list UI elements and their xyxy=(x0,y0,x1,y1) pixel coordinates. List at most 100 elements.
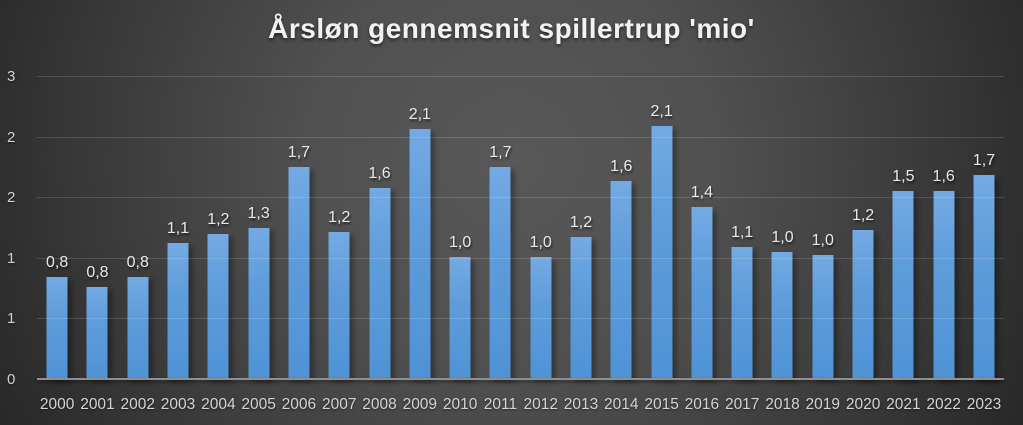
x-axis-label: 2021 xyxy=(886,396,921,413)
x-axis-label: 2023 xyxy=(966,396,1002,413)
bar-slot: 2,1 2015 xyxy=(641,77,681,413)
x-axis-label: 2019 xyxy=(805,396,841,413)
bar-value-label: 1,6 xyxy=(932,168,955,186)
bar-2009 xyxy=(409,129,431,379)
bar-value-label: 1,6 xyxy=(368,164,391,182)
bar-2011 xyxy=(489,166,511,379)
x-axis-label: 2016 xyxy=(684,396,720,413)
bar-slot: 0,8 2000 xyxy=(37,77,77,413)
bar-2015 xyxy=(651,125,673,379)
bar-value-label: 0,8 xyxy=(46,254,69,272)
bar-2005 xyxy=(248,227,270,379)
bar-slot: 1,3 2005 xyxy=(238,77,278,414)
bar-slot: 1,2 2004 xyxy=(198,77,238,413)
x-axis-label: 2010 xyxy=(442,396,478,413)
bar-value-label: 1,0 xyxy=(771,228,794,246)
gridline xyxy=(37,197,1004,199)
bar-2019 xyxy=(812,255,834,379)
bar-value-label: 1,7 xyxy=(489,143,512,161)
plot-area: 0,8 2000 0,8 2001 0,8 2002 1,1 2003 1,2 2004 1,3 20… xyxy=(37,76,1004,414)
bar-2016 xyxy=(691,206,713,379)
y-axis-tick-label: 1 xyxy=(7,310,16,328)
bar-slot: 1,0 2018 xyxy=(762,77,802,413)
bar-value-label: 0,8 xyxy=(86,263,109,281)
bar-slot: 1,6 2022 xyxy=(924,77,964,413)
bar-value-label: 1,2 xyxy=(569,214,593,232)
y-axis-tick-label: 2 xyxy=(7,128,16,146)
bar-slot: 1,2 2020 xyxy=(843,77,883,413)
y-axis-tick-label: 1 xyxy=(7,249,16,267)
bar-2001 xyxy=(86,286,108,379)
bar-value-label: 1,1 xyxy=(166,220,190,238)
x-axis-label: 2020 xyxy=(845,396,881,413)
bar-slot: 1,7 2023 xyxy=(964,77,1004,413)
bar-value-label: 1,0 xyxy=(529,233,552,251)
bar-2007 xyxy=(328,232,350,379)
gridline xyxy=(37,136,1004,138)
bar-slot: 1,2 2007 xyxy=(319,77,359,413)
x-axis-label: 2001 xyxy=(80,396,115,413)
bar-value-label: 1,1 xyxy=(731,223,754,241)
bar-value-label: 1,7 xyxy=(972,152,996,170)
bar-2002 xyxy=(127,277,149,379)
bar-value-label: 1,4 xyxy=(690,183,714,201)
bar-slot: 1,7 2011 xyxy=(480,77,520,413)
bar-2023 xyxy=(973,175,995,379)
x-axis-label: 2000 xyxy=(39,396,75,413)
bar-2003 xyxy=(167,243,189,379)
bar-slot: 1,1 2003 xyxy=(158,77,198,413)
bar-2012 xyxy=(530,256,552,379)
bar-2017 xyxy=(731,246,753,379)
bar-value-label: 2,1 xyxy=(650,102,673,120)
gridline xyxy=(37,318,1004,320)
y-axis-tick-label: 3 xyxy=(7,68,16,85)
bar-2020 xyxy=(852,229,874,379)
x-axis-label: 2013 xyxy=(563,396,599,413)
x-axis-label: 2009 xyxy=(402,396,438,413)
gridline xyxy=(37,76,1004,77)
bar-value-label: 1,0 xyxy=(448,233,472,251)
x-axis-label: 2005 xyxy=(241,396,276,413)
bar-value-label: 1,2 xyxy=(207,210,230,228)
bar-slot: 0,8 2002 xyxy=(118,77,158,413)
gridline xyxy=(37,257,1004,259)
x-axis-label: 2002 xyxy=(120,396,155,413)
bar-2006 xyxy=(288,166,310,379)
bar-slot: 2,1 2009 xyxy=(400,77,440,413)
bar-2000 xyxy=(46,277,68,379)
x-axis-label: 2008 xyxy=(362,396,397,413)
x-axis-label: 2018 xyxy=(765,396,800,413)
bar-2008 xyxy=(369,187,391,379)
bar-2021 xyxy=(892,191,914,379)
bar-value-label: 1,2 xyxy=(851,206,875,224)
bar-2018 xyxy=(771,251,793,379)
bar-slot: 1,6 2014 xyxy=(601,77,641,413)
bar-value-label: 1,6 xyxy=(610,158,633,176)
x-axis-baseline xyxy=(37,378,1004,380)
bar-slot: 1,0 2010 xyxy=(440,77,480,413)
x-axis-label: 2015 xyxy=(644,396,679,413)
bar-2014 xyxy=(610,181,632,379)
bar-slot: 0,8 2001 xyxy=(77,77,117,413)
x-axis-label: 2011 xyxy=(483,396,518,413)
bar-value-label: 2,1 xyxy=(408,106,431,124)
bar-value-label: 1,0 xyxy=(811,232,834,250)
bar-slot: 1,1 2017 xyxy=(722,77,762,413)
y-axis-tick-label: 2 xyxy=(7,189,16,207)
bar-slot: 1,5 2021 xyxy=(883,77,923,413)
bars-container: 0,8 2000 0,8 2001 0,8 2002 1,1 2003 1,2 2004 1,3 20… xyxy=(37,77,1004,414)
chart-title: Årsløn gennemsnit spillertrup 'mio' xyxy=(268,13,755,44)
x-axis-label: 2012 xyxy=(523,396,558,413)
x-axis-label: 2017 xyxy=(724,396,760,413)
bar-slot: 1,6 2008 xyxy=(359,77,399,413)
bar-value-label: 1,2 xyxy=(328,209,351,227)
x-axis-label: 2003 xyxy=(160,396,196,413)
x-axis-label: 2007 xyxy=(321,396,357,413)
bar-value-label: 1,7 xyxy=(287,143,311,161)
bar-slot: 1,2 2013 xyxy=(561,77,601,413)
bar-2004 xyxy=(207,233,229,379)
bar-value-label: 1,5 xyxy=(892,168,915,186)
bar-2010 xyxy=(449,256,471,379)
bar-value-label: 1,3 xyxy=(247,204,270,222)
